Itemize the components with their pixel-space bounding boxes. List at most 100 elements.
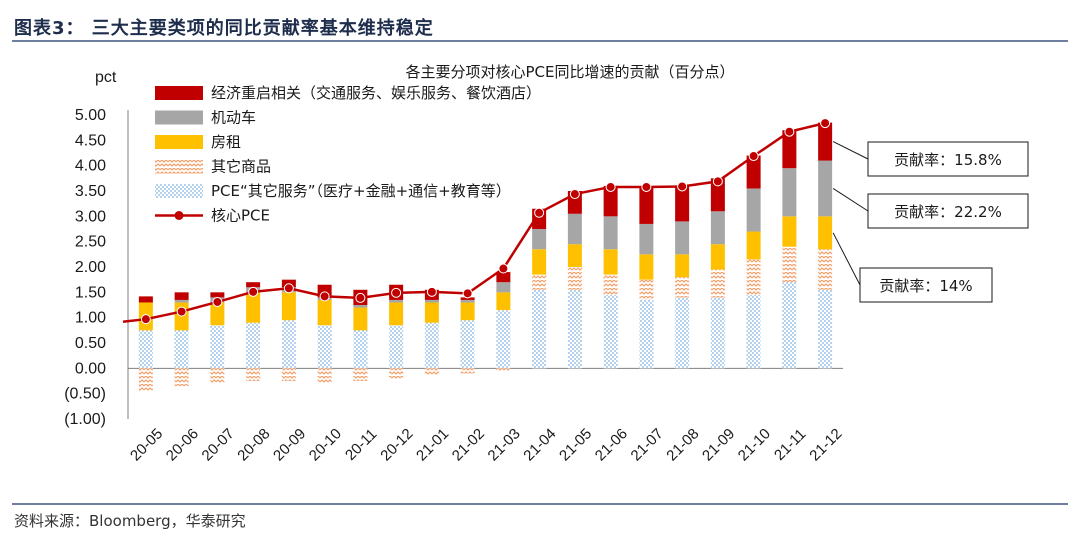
bar-rent: [210, 302, 225, 326]
point-core-pce: [641, 181, 652, 192]
y-tick-label: 3.50: [75, 183, 106, 200]
bar-rent: [496, 292, 511, 311]
point-core-pce: [140, 314, 151, 325]
bar-other-services: [675, 297, 690, 369]
bar-rent: [389, 302, 404, 326]
bar-other-goods: [639, 279, 654, 300]
y-tick-label: 4.00: [75, 158, 106, 175]
x-tick-label: 21-06: [592, 425, 631, 464]
bar-other-goods: [567, 267, 582, 290]
bar-other-services: [746, 294, 761, 369]
bar-rent: [639, 254, 654, 280]
bar-rent: [710, 244, 725, 270]
bar-autos: [496, 282, 511, 293]
legend-label: 房租: [211, 133, 241, 151]
legend-item-other-services: PCE“其它服务”（医疗+金融+通信+教育等）: [155, 182, 511, 200]
x-tick-label: 21-01: [413, 425, 452, 464]
y-tick-label: 2.00: [75, 259, 106, 276]
bar-other-services: [567, 289, 582, 369]
annotation-rent: 贡献率：14%: [832, 232, 993, 303]
point-core-pce: [462, 288, 473, 299]
bar-reopen: [138, 296, 153, 303]
figure-title: 图表3： 三大主要类项的同比贡献率基本维持稳定: [14, 18, 434, 39]
point-core-pce: [319, 291, 330, 302]
x-tick-label: 21-10: [735, 425, 774, 464]
bar-rent: [603, 249, 618, 275]
point-core-pce: [426, 286, 437, 297]
x-tick-label: 21-07: [628, 425, 667, 464]
bar-other-services: [317, 325, 332, 369]
bar-autos: [675, 221, 690, 255]
bar-autos: [567, 213, 582, 245]
x-tick-label: 21-05: [556, 425, 595, 464]
bar-rent: [424, 302, 439, 323]
bar-autos: [532, 229, 547, 250]
y-tick-label: 2.50: [75, 234, 106, 251]
bar-reopen: [818, 122, 833, 161]
bar-other-goods: [746, 259, 761, 295]
bar-other-services: [281, 320, 296, 369]
bar-other-services: [818, 289, 833, 369]
bar-other-services: [603, 294, 618, 369]
annotation-label: 贡献率：15.8%: [894, 151, 1002, 169]
chart-title: 各主要分项对核心PCE同比增速的贡献（百分点）: [406, 63, 735, 81]
legend-item-other-goods: 其它商品: [155, 158, 271, 176]
bar-other-services: [246, 322, 261, 369]
bar-autos: [174, 299, 189, 303]
point-core-pce: [534, 207, 545, 218]
point-core-pce: [820, 118, 831, 129]
point-core-pce: [283, 283, 294, 294]
x-tick-label: 20-10: [306, 425, 345, 464]
bar-autos: [746, 188, 761, 232]
bar-other-services: [424, 322, 439, 369]
bar-other-goods: [317, 368, 332, 384]
bar-other-services: [460, 320, 475, 369]
y-axis-unit: pct: [95, 69, 117, 86]
bar-other-goods: [496, 368, 511, 371]
x-tick-label: 20-05: [127, 425, 166, 464]
y-tick-label: 3.00: [75, 208, 106, 225]
annotation-label: 贡献率：22.2%: [894, 203, 1002, 221]
bar-autos: [818, 160, 833, 217]
legend-item-rent: 房租: [155, 133, 241, 151]
bar-other-goods: [603, 274, 618, 295]
bar-other-goods: [532, 274, 547, 290]
bar-autos: [424, 299, 439, 303]
bar-autos: [460, 299, 475, 303]
point-core-pce: [784, 126, 795, 137]
x-tick-label: 20-11: [342, 426, 380, 464]
y-tick-label: 5.00: [75, 107, 106, 124]
bar-reopen: [675, 185, 690, 222]
bar-other-services: [138, 330, 153, 369]
point-core-pce: [176, 306, 187, 317]
bar-other-goods: [210, 368, 225, 384]
annotation-label: 贡献率：14%: [879, 277, 972, 295]
bar-rent: [532, 249, 547, 275]
bar-reopen: [710, 178, 725, 212]
header-rule: [12, 40, 1068, 42]
bar-autos: [782, 168, 797, 217]
bar-rent: [353, 307, 368, 331]
y-tick-label: 0.50: [75, 335, 106, 352]
bar-autos: [603, 216, 618, 250]
bar-other-goods: [424, 368, 439, 376]
x-tick-label: 21-08: [663, 425, 702, 464]
x-tick-label: 20-08: [234, 425, 273, 464]
x-tick-label: 21-04: [520, 425, 559, 464]
legend-label: 机动车: [211, 109, 256, 127]
bar-rent: [281, 292, 296, 321]
x-tick-label: 20-06: [163, 425, 202, 464]
bar-autos: [353, 305, 368, 308]
bar-other-goods: [818, 249, 833, 290]
bar-reopen: [603, 185, 618, 217]
bar-reopen: [782, 130, 797, 169]
bar-other-goods: [675, 277, 690, 298]
bar-rent: [675, 254, 690, 278]
x-tick-label: 21-12: [806, 425, 845, 464]
bar-other-goods: [174, 368, 189, 387]
bar-rent: [317, 299, 332, 326]
point-core-pce: [712, 176, 723, 187]
bar-reopen: [496, 272, 511, 283]
annotation-reopen: 贡献率：15.8%: [832, 141, 1029, 177]
